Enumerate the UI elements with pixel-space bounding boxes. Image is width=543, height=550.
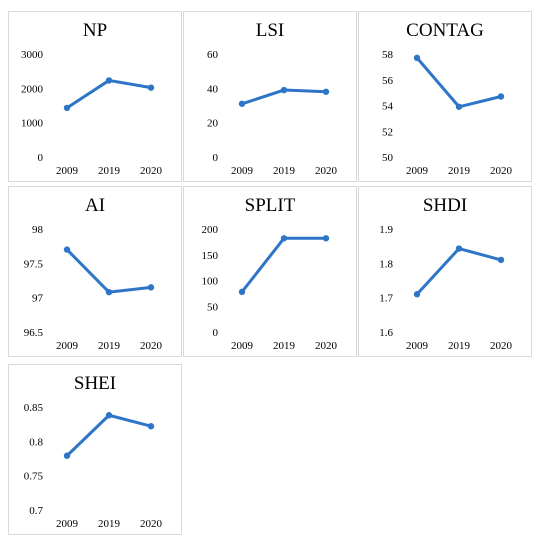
y-tick-label: 52 bbox=[382, 126, 393, 138]
x-tick-label: 2019 bbox=[448, 340, 471, 352]
chart-title: SHEI bbox=[73, 373, 117, 394]
y-tick-label: 2000 bbox=[21, 83, 44, 95]
y-tick-label: 200 bbox=[202, 224, 219, 236]
data-point bbox=[497, 256, 505, 264]
series-line bbox=[415, 56, 503, 109]
data-point bbox=[280, 235, 288, 242]
x-tick-label: 2009 bbox=[406, 340, 429, 352]
data-point bbox=[63, 104, 71, 112]
chart-title: AI bbox=[84, 195, 106, 216]
x-tick-label: 2020 bbox=[315, 340, 338, 352]
series-line bbox=[65, 248, 153, 294]
chart-panel-ai: AI 96.5 97 97.5 98 2009 2019 2020 bbox=[8, 186, 182, 357]
x-tick-label: 2019 bbox=[98, 518, 121, 530]
y-tick-label: 56 bbox=[382, 75, 394, 87]
series-line bbox=[415, 247, 503, 296]
data-point bbox=[147, 84, 155, 91]
y-tick-label: 1.7 bbox=[379, 293, 393, 305]
y-tick-label: 0 bbox=[213, 152, 219, 164]
y-tick-label: 0.85 bbox=[24, 402, 44, 414]
y-tick-label: 60 bbox=[207, 49, 219, 61]
y-tick-label: 1.6 bbox=[379, 327, 393, 339]
y-tick-label: 100 bbox=[202, 276, 219, 288]
y-tick-label: 97 bbox=[32, 293, 44, 305]
data-point bbox=[105, 288, 113, 296]
x-tick-label: 2020 bbox=[490, 165, 513, 177]
chart-svg: 0 1000 2000 3000 2009 2019 2020 bbox=[21, 49, 163, 177]
x-tick-label: 2019 bbox=[273, 165, 296, 177]
x-tick-label: 2019 bbox=[448, 165, 471, 177]
chart-svg: 50 52 54 56 58 2009 2019 2020 bbox=[382, 49, 513, 177]
chart-title: CONTAG bbox=[406, 20, 484, 41]
series-line bbox=[65, 413, 153, 458]
y-tick-label: 97.5 bbox=[24, 258, 44, 270]
data-point bbox=[497, 93, 505, 100]
data-point bbox=[105, 77, 113, 84]
x-tick-label: 2009 bbox=[56, 165, 79, 177]
chart-title: SHDI bbox=[422, 195, 468, 216]
chart-panel-shdi: SHDI 1.6 1.7 1.8 1.9 2009 2019 2020 bbox=[358, 186, 532, 357]
x-tick-label: 2019 bbox=[98, 165, 121, 177]
y-tick-label: 58 bbox=[382, 49, 394, 61]
data-point bbox=[455, 245, 463, 252]
chart-svg: 96.5 97 97.5 98 2009 2019 2020 bbox=[24, 224, 163, 352]
data-point bbox=[280, 86, 288, 94]
x-tick-label: 2009 bbox=[231, 165, 254, 177]
y-tick-label: 0 bbox=[213, 327, 219, 339]
x-tick-label: 2009 bbox=[406, 165, 429, 177]
chart-panel-lsi: LSI 0 20 40 60 2009 2019 2020 bbox=[183, 11, 357, 182]
x-tick-label: 2019 bbox=[98, 340, 121, 352]
chart-panel-contag: CONTAG 50 52 54 56 58 2009 2019 2020 bbox=[358, 11, 532, 182]
data-point bbox=[147, 423, 155, 430]
x-tick-label: 2020 bbox=[140, 340, 163, 352]
x-tick-label: 2020 bbox=[140, 518, 163, 530]
chart-svg: 0 20 40 60 2009 2019 2020 bbox=[207, 49, 338, 177]
y-tick-label: 3000 bbox=[21, 49, 44, 61]
data-point bbox=[413, 291, 421, 298]
data-point bbox=[63, 452, 71, 459]
data-point bbox=[238, 288, 246, 296]
data-point bbox=[63, 246, 71, 253]
x-tick-label: 2020 bbox=[140, 165, 163, 177]
data-point bbox=[322, 88, 330, 95]
y-tick-label: 1000 bbox=[21, 118, 44, 130]
chart-svg: 1.6 1.7 1.8 1.9 2009 2019 2020 bbox=[379, 224, 513, 352]
data-point bbox=[322, 235, 330, 242]
y-tick-label: 98 bbox=[32, 224, 44, 236]
y-tick-label: 50 bbox=[382, 152, 394, 164]
chart-title: LSI bbox=[255, 20, 285, 41]
x-tick-label: 2019 bbox=[273, 340, 296, 352]
chart-svg: 0.7 0.75 0.8 0.85 2009 2019 2020 bbox=[24, 402, 163, 530]
chart-title: SPLIT bbox=[244, 195, 296, 216]
data-point bbox=[238, 100, 246, 107]
y-tick-label: 150 bbox=[202, 250, 219, 262]
x-tick-label: 2009 bbox=[231, 340, 254, 352]
data-point bbox=[105, 412, 113, 419]
series-line bbox=[65, 78, 153, 110]
data-point bbox=[455, 103, 463, 110]
x-tick-label: 2009 bbox=[56, 518, 79, 530]
y-tick-label: 54 bbox=[382, 101, 394, 113]
chart-panel-split: SPLIT 0 50 100 150 200 2009 2019 2020 bbox=[183, 186, 357, 357]
y-tick-label: 50 bbox=[207, 301, 219, 313]
chart-panel-np: NP 0 1000 2000 3000 2009 2019 2020 bbox=[8, 11, 182, 182]
chart-title: NP bbox=[82, 20, 108, 41]
x-tick-label: 2009 bbox=[56, 340, 79, 352]
y-tick-label: 96.5 bbox=[24, 327, 44, 339]
y-tick-label: 20 bbox=[207, 118, 219, 130]
data-point bbox=[147, 284, 155, 291]
y-tick-label: 0.75 bbox=[24, 471, 44, 483]
y-tick-label: 0.8 bbox=[29, 436, 43, 448]
y-tick-label: 1.8 bbox=[379, 258, 393, 270]
chart-svg: 0 50 100 150 200 2009 2019 2020 bbox=[202, 224, 338, 352]
x-tick-label: 2020 bbox=[490, 340, 513, 352]
series-line bbox=[240, 236, 328, 294]
y-tick-label: 40 bbox=[207, 83, 219, 95]
x-tick-label: 2020 bbox=[315, 165, 338, 177]
chart-panel-shei: SHEI 0.7 0.75 0.8 0.85 2009 2019 2020 bbox=[8, 364, 182, 535]
y-tick-label: 0.7 bbox=[29, 505, 43, 517]
y-tick-label: 0 bbox=[38, 152, 44, 164]
y-tick-label: 1.9 bbox=[379, 224, 393, 236]
data-point bbox=[413, 54, 421, 62]
